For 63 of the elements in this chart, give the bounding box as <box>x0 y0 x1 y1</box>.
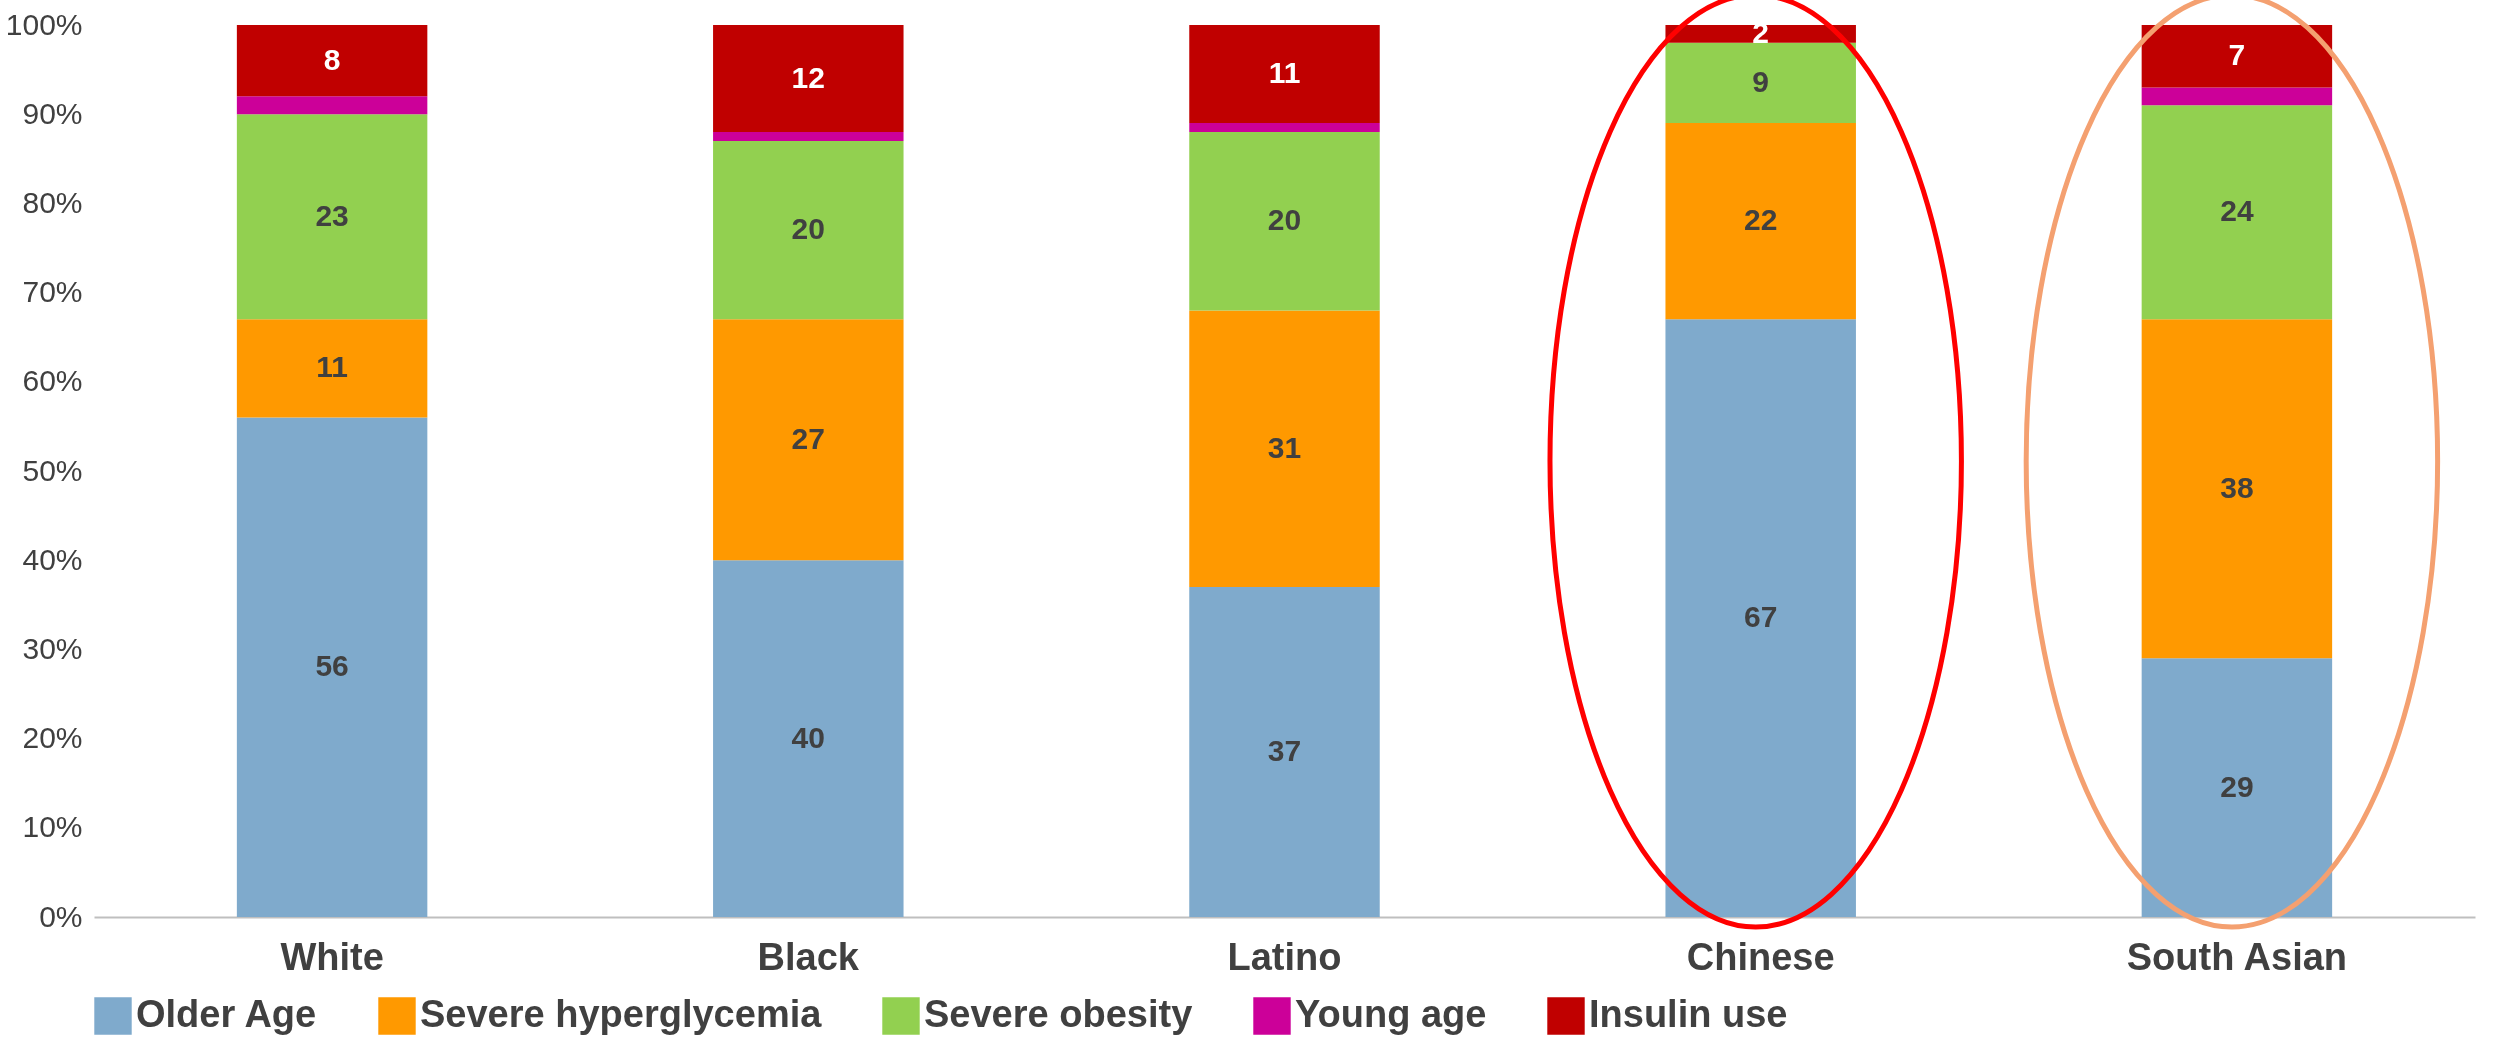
bar <box>713 140 904 320</box>
data-label: 11 <box>1268 56 1301 90</box>
bar <box>236 114 428 320</box>
x-tick-label: Chinese <box>1686 935 1835 978</box>
y-tick-label: 100% <box>5 7 83 41</box>
y-tick-label: 50% <box>22 453 83 487</box>
data-label: 24 <box>2220 194 2254 228</box>
bar <box>236 25 428 97</box>
data-label: 38 <box>2220 470 2254 504</box>
data-label: 67 <box>1744 600 1778 634</box>
legend-label: Severe obesity <box>924 993 1193 1035</box>
y-tick-label: 80% <box>22 185 83 219</box>
x-tick-label: South Asian <box>2126 935 2348 978</box>
legend-label: Older Age <box>136 993 317 1035</box>
bar <box>1189 123 1380 133</box>
legend-label: Insulin use <box>1589 993 1788 1035</box>
x-tick-label: Black <box>757 935 860 978</box>
data-label: 37 <box>1267 733 1302 767</box>
y-tick-label: 20% <box>22 721 83 755</box>
bar <box>2141 319 2333 659</box>
data-label: 27 <box>791 421 825 455</box>
bar <box>2141 87 2333 106</box>
y-tick-label: 10% <box>22 810 83 844</box>
data-label: 40 <box>791 720 825 754</box>
data-label: 7 <box>2228 38 2246 72</box>
data-label: 22 <box>1744 203 1778 237</box>
bar <box>236 319 428 418</box>
data-label: 31 <box>1267 430 1302 464</box>
y-tick-label: 0% <box>39 899 83 933</box>
bar <box>713 25 904 133</box>
data-label: 23 <box>315 198 349 232</box>
x-tick-label: Latino <box>1227 935 1342 978</box>
bar <box>1189 132 1380 311</box>
data-label: 20 <box>791 212 825 246</box>
bar <box>1665 319 1856 917</box>
bar <box>1665 123 1856 320</box>
bar <box>713 132 904 141</box>
data-label: 56 <box>315 649 349 683</box>
x-tick-label: White <box>280 935 384 978</box>
bar <box>713 560 904 917</box>
bar <box>1189 25 1380 124</box>
bar <box>2141 658 2333 917</box>
data-label: 8 <box>323 42 341 76</box>
data-label: 11 <box>316 350 348 384</box>
bar <box>236 96 428 115</box>
y-tick-label: 70% <box>22 275 83 309</box>
y-tick-label: 60% <box>22 364 83 398</box>
data-label: 20 <box>1267 203 1302 237</box>
bar <box>2141 25 2333 88</box>
bar <box>1189 310 1380 587</box>
y-tick-label: 30% <box>22 631 83 665</box>
bar <box>713 319 904 561</box>
bar <box>236 417 428 917</box>
data-label: 12 <box>791 60 825 94</box>
y-tick-label: 40% <box>22 542 83 576</box>
bar <box>2141 105 2333 320</box>
data-label: 9 <box>1752 64 1770 98</box>
data-label: 29 <box>2220 769 2254 803</box>
legend-label: Young age <box>1295 993 1487 1035</box>
bar <box>1665 42 1856 124</box>
bar <box>1189 586 1380 917</box>
y-tick-label: 90% <box>22 96 83 130</box>
legend-label: Severe hyperglycemia <box>420 993 823 1035</box>
